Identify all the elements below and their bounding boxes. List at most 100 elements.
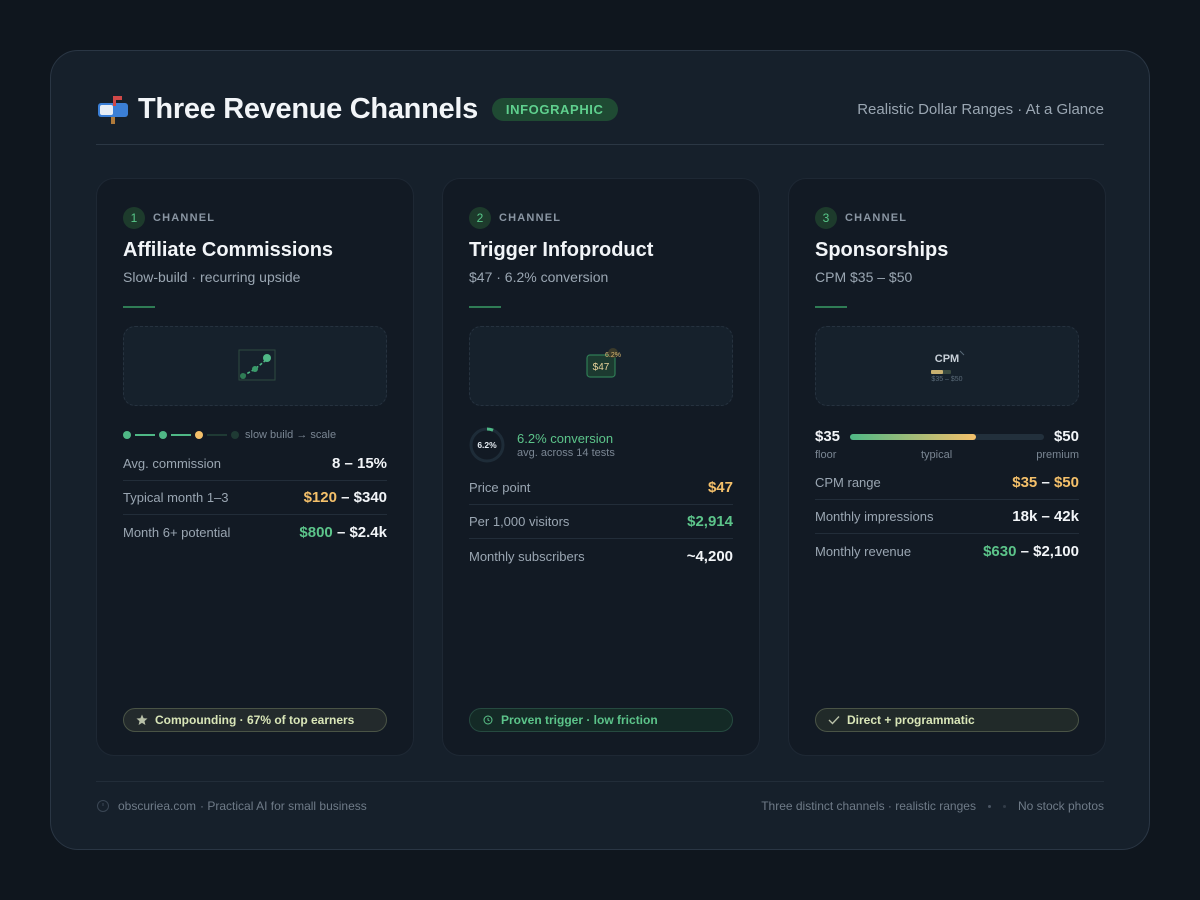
stat-value-low: $120 bbox=[303, 489, 337, 506]
track-dot bbox=[231, 431, 239, 439]
stat-label: Price point bbox=[469, 480, 531, 495]
footer: obscuriea.com · Practical AI for small b… bbox=[96, 781, 1104, 829]
stat-row: CPM range $35 – $50 bbox=[815, 466, 1079, 500]
track-dot bbox=[159, 431, 167, 439]
stat-row: Typical month 1–3 $120 – $340 bbox=[123, 481, 387, 515]
cpm-gauge-icon: CPM $35 – $50 bbox=[931, 350, 965, 383]
stat-value-high: $50 bbox=[1053, 474, 1079, 491]
channel-label: CHANNEL bbox=[153, 212, 216, 224]
stat-label: Month 6+ potential bbox=[123, 524, 231, 540]
vis-cpm-range: $35 – $50 bbox=[931, 376, 962, 383]
stat-value: $2,914 bbox=[687, 513, 733, 530]
stat-value: $630 – $2,100 bbox=[983, 543, 1079, 560]
vis-price: $47 bbox=[593, 362, 610, 373]
channel-number: 2 bbox=[469, 207, 491, 229]
footer-tagline: · Practical AI for small business bbox=[200, 799, 367, 813]
footer-site-link[interactable]: obscuriea.com bbox=[118, 799, 197, 813]
stats-list: Avg. commission 8 – 15% Typical month 1–… bbox=[123, 447, 387, 549]
stats-list: Price point $47 Per 1,000 visitors $2,91… bbox=[469, 471, 733, 573]
accent-divider bbox=[815, 306, 847, 308]
footer-note-2: No stock photos bbox=[1017, 799, 1104, 813]
mailbox-icon bbox=[96, 92, 130, 126]
cpm-range-slider: $35 $50 floor typical premium bbox=[815, 428, 1079, 468]
track-segment bbox=[207, 434, 227, 436]
stat-row: Monthly subscribers ~4,200 bbox=[469, 539, 733, 573]
stat-row: Per 1,000 visitors $2,914 bbox=[469, 505, 733, 539]
track-segment bbox=[135, 434, 155, 436]
stat-label: Typical month 1–3 bbox=[123, 490, 229, 505]
channel-subtitle: Slow-build · recurring upside bbox=[123, 269, 301, 285]
conversion-ring: 6.2% bbox=[469, 427, 505, 463]
separator-dot bbox=[987, 804, 991, 808]
stat-value: $35 – $50 bbox=[1012, 474, 1079, 491]
channel-number: 3 bbox=[815, 207, 837, 229]
stats-list: CPM range $35 – $50 Monthly impressions … bbox=[815, 466, 1079, 568]
range-fill bbox=[850, 434, 977, 440]
accent-divider bbox=[469, 306, 501, 308]
stat-value-high: – $2.4k bbox=[332, 523, 387, 541]
vis-rate: 6.2% bbox=[605, 352, 621, 359]
range-low: $35 bbox=[815, 428, 841, 445]
stat-value-sep: – bbox=[1037, 474, 1054, 491]
cpm-illustration: CPM $35 – $50 bbox=[815, 326, 1079, 406]
channel-card-infoproduct: 2 CHANNEL Trigger Infoproduct $47 · 6.2%… bbox=[442, 178, 760, 756]
header-tagline: Realistic Dollar Ranges · At a Glance bbox=[857, 101, 1104, 118]
infographic-badge: INFOGRAPHIC bbox=[491, 97, 618, 121]
channel-highlight-pill: Compounding · 67% of top earners bbox=[123, 708, 387, 732]
conversion-ring-label: 6.2% bbox=[477, 440, 497, 450]
range-premium-label: premium bbox=[1036, 449, 1079, 461]
price-illustration: $47 6.2% bbox=[469, 326, 733, 406]
stat-value-high: – $2,100 bbox=[1016, 542, 1079, 560]
channel-number: 1 bbox=[123, 207, 145, 229]
stat-row: Month 6+ potential $800 – $2.4k bbox=[123, 515, 387, 549]
stat-value-high: – $340 bbox=[336, 489, 387, 506]
stat-value: $120 – $340 bbox=[304, 489, 387, 506]
pill-text: Proven trigger · low friction bbox=[501, 713, 658, 727]
globe-icon bbox=[96, 799, 110, 813]
infographic-card: Three Revenue Channels INFOGRAPHIC Reali… bbox=[50, 50, 1150, 850]
track-label: slow build → scale bbox=[245, 429, 337, 441]
conversion-summary: 6.2% 6.2% conversion avg. across 14 test… bbox=[469, 427, 615, 463]
range-typical-label: typical bbox=[921, 449, 953, 461]
stat-value-low: $630 bbox=[983, 542, 1017, 560]
growth-chart-icon bbox=[238, 349, 276, 381]
check-icon bbox=[828, 714, 840, 726]
range-floor-label: floor bbox=[815, 449, 837, 461]
price-tag-icon: $47 6.2% bbox=[586, 348, 621, 378]
conversion-arc bbox=[469, 427, 505, 463]
stat-label: Monthly subscribers bbox=[469, 548, 585, 564]
channel-card-affiliate: 1 CHANNEL Affiliate Commissions Slow-bui… bbox=[96, 178, 414, 756]
stat-row: Monthly revenue $630 – $2,100 bbox=[815, 534, 1079, 568]
channel-title: Affiliate Commissions bbox=[123, 239, 334, 261]
stat-label: CPM range bbox=[815, 475, 881, 490]
accent-divider bbox=[123, 306, 155, 308]
separator-dot bbox=[1002, 804, 1006, 808]
stat-row: Price point $47 bbox=[469, 471, 733, 505]
conversion-main: 6.2% conversion bbox=[517, 431, 614, 446]
channel-card-sponsorships: 3 CHANNEL Sponsorships CPM $35 – $50 CPM… bbox=[788, 178, 1106, 756]
channel-label: CHANNEL bbox=[845, 212, 908, 224]
channel-highlight-pill: Direct + programmatic bbox=[815, 708, 1079, 732]
stat-value: 18k – 42k bbox=[1012, 508, 1079, 525]
channel-title: Sponsorships bbox=[815, 239, 949, 261]
channel-highlight-pill: Proven trigger · low friction bbox=[469, 708, 733, 732]
stat-value: $800 – $2.4k bbox=[299, 524, 387, 541]
stat-value: $47 bbox=[707, 479, 733, 496]
stat-value: 8 – 15% bbox=[331, 455, 387, 472]
track-dot bbox=[123, 431, 131, 439]
footer-note-1: Three distinct channels · realistic rang… bbox=[761, 799, 976, 813]
header: Three Revenue Channels INFOGRAPHIC Reali… bbox=[96, 89, 1104, 145]
channel-subtitle: CPM $35 – $50 bbox=[815, 269, 913, 285]
star-icon bbox=[136, 714, 148, 726]
page-title: Three Revenue Channels bbox=[138, 92, 478, 125]
track-dot bbox=[195, 431, 203, 439]
channel-title: Trigger Infoproduct bbox=[469, 239, 654, 261]
clock-icon bbox=[482, 714, 494, 726]
range-high: $50 bbox=[1053, 428, 1079, 445]
track-segment bbox=[171, 434, 191, 436]
stat-value: ~4,200 bbox=[686, 547, 733, 565]
stat-row: Monthly impressions 18k – 42k bbox=[815, 500, 1079, 534]
stat-label: Per 1,000 visitors bbox=[469, 514, 570, 529]
stat-label: Avg. commission bbox=[123, 456, 222, 471]
conversion-sub: avg. across 14 tests bbox=[517, 447, 615, 459]
